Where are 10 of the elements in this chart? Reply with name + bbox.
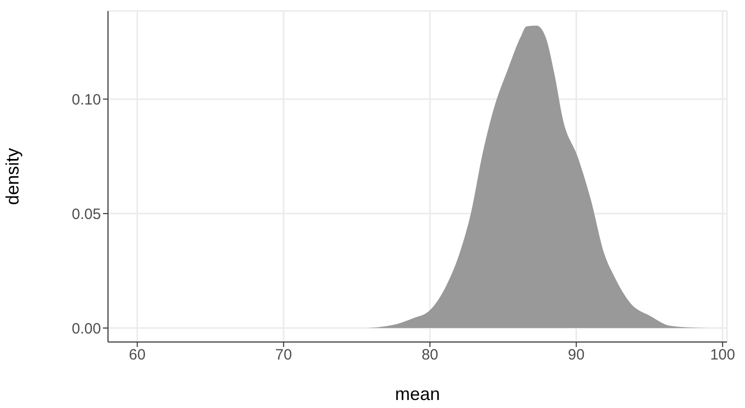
x-axis-title: mean bbox=[394, 384, 440, 404]
x-tick-label: 100 bbox=[710, 346, 736, 364]
x-tick-label: 60 bbox=[128, 346, 146, 364]
x-tick-label: 90 bbox=[568, 346, 585, 364]
y-tick-label: 0.00 bbox=[72, 320, 101, 338]
y-tick-label: 0.10 bbox=[72, 91, 101, 108]
y-tick-label: 0.05 bbox=[72, 206, 101, 223]
y-axis-title: density bbox=[2, 148, 22, 206]
x-tick-label: 80 bbox=[422, 346, 438, 364]
x-tick-label: 70 bbox=[275, 346, 292, 364]
